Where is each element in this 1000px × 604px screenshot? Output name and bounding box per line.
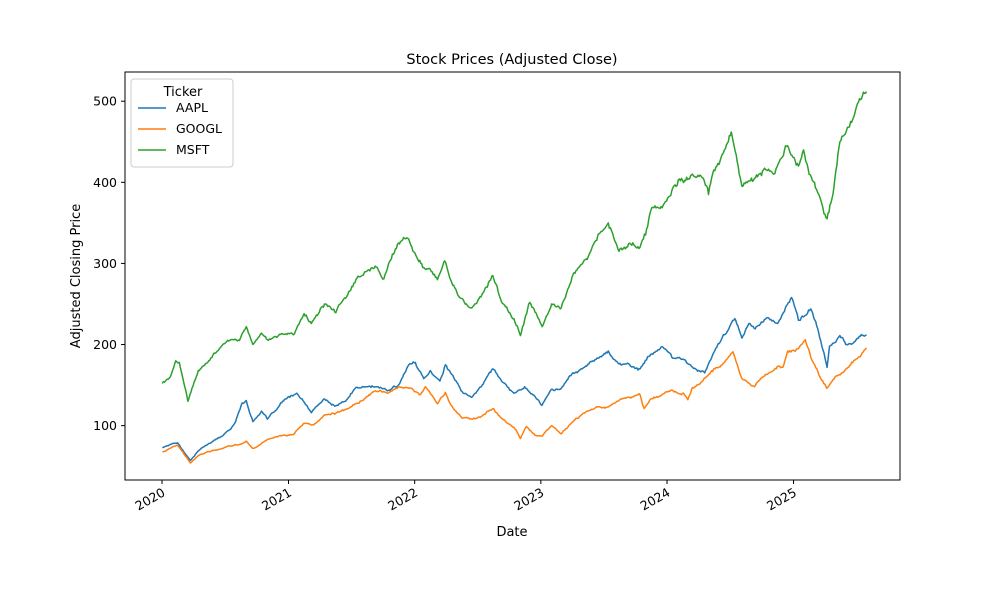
legend-items: AAPL GOOGL MSFT bbox=[138, 100, 222, 157]
y-axis-label: Adjusted Closing Price bbox=[69, 204, 84, 348]
legend-label-msft: MSFT bbox=[176, 142, 210, 157]
legend-box bbox=[130, 78, 234, 168]
series-line-aapl bbox=[162, 296, 867, 462]
y-tick-label: 500 bbox=[93, 94, 117, 109]
legend: Ticker AAPL GOOGL MSFT bbox=[130, 78, 234, 168]
y-axis: 100 200 300 400 500 bbox=[93, 94, 125, 433]
x-axis-label: Date bbox=[496, 525, 527, 540]
legend-label-googl: GOOGL bbox=[176, 121, 222, 136]
chart-title: Stock Prices (Adjusted Close) bbox=[406, 52, 617, 68]
y-tick-label: 400 bbox=[93, 175, 117, 190]
y-tick-label: 100 bbox=[93, 418, 117, 433]
legend-title: Ticker bbox=[163, 85, 203, 100]
y-tick-label: 300 bbox=[93, 256, 117, 271]
series-layer bbox=[161, 91, 868, 464]
legend-label-aapl: AAPL bbox=[176, 100, 208, 115]
plot-frame bbox=[124, 71, 901, 481]
series-line-msft bbox=[161, 91, 868, 403]
series-line-googl bbox=[162, 338, 868, 464]
y-tick-label: 200 bbox=[93, 337, 117, 352]
